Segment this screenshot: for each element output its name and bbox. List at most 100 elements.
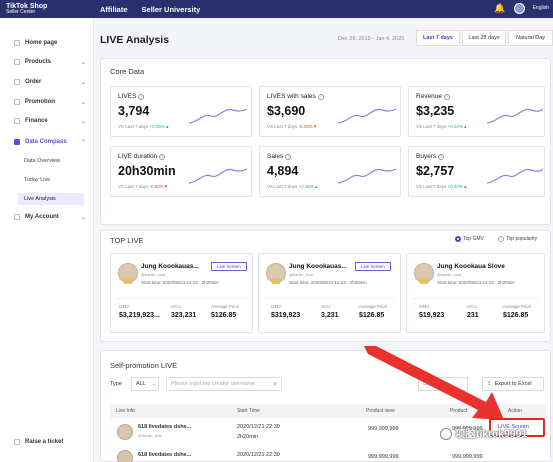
trend-sparkline [338, 108, 396, 124]
sidebar-item-finance[interactable]: Finance ⌄ [14, 114, 88, 128]
row-duration: 2h20min [237, 434, 259, 440]
page-title: LIVE Analysis [100, 34, 170, 46]
row-handle: @tianlin_hosi [138, 433, 163, 438]
row-product: 999,999,999 [452, 454, 483, 460]
range-last-7-days[interactable]: Last 7 days [416, 30, 460, 46]
stat-value: $126.85 [503, 312, 529, 319]
range-natural-day[interactable]: Natural Day [508, 30, 553, 46]
avatar [117, 424, 133, 440]
language-selector[interactable]: English [532, 5, 549, 11]
duration: 2h20min [349, 280, 367, 285]
help-icon[interactable]: ? [438, 154, 445, 160]
sidebar: Home page Products ⌄ Order ⌄ Promotion ⌄ Fi… [0, 18, 94, 462]
chevron-down-icon: ⌄ [80, 118, 86, 125]
start-time: Start time: 2020/06/21 12:23 2h20min [141, 280, 219, 285]
arrow-up-icon: ▲ [462, 184, 468, 189]
metric-card: LIVES with sales? $3,690 VS Last 7 days … [259, 86, 401, 137]
range-last-28-days[interactable]: Last 28 days [462, 30, 506, 46]
bell-icon[interactable]: 🔔 [493, 3, 506, 13]
avatar [117, 450, 133, 462]
download-icon: ▭ [423, 381, 429, 387]
start-time: Start time: 2020/06/21 12:23 2h20min [289, 280, 367, 285]
sidebar-item-label: Promotion [25, 99, 55, 105]
top-live-item[interactable]: Jung Koookauas... @tianlin_hosi Start ti… [258, 253, 401, 333]
stat-value: 231 [467, 312, 479, 319]
avatar[interactable] [513, 2, 525, 14]
creator-search-input[interactable]: Please input the creator username ⌕ [166, 377, 282, 391]
stat-acu: ACU 3,231 [321, 304, 339, 319]
compare-value: +0.02% [447, 124, 463, 129]
metric-label: Buyers [416, 153, 437, 160]
type-label: Type [110, 381, 122, 387]
raise-ticket-link[interactable]: Raise a ticket [14, 439, 63, 445]
stat-acu: ACU 323,231 [171, 304, 196, 319]
stat-label: Average Price [359, 304, 388, 309]
avatar [118, 263, 138, 284]
help-icon[interactable]: ? [159, 154, 166, 160]
compare-label: VS Last 7 days [118, 124, 149, 129]
raise-ticket-label: Raise a ticket [25, 439, 64, 445]
metric-compare: VS Last 7 days +0.02%▲ [416, 124, 467, 129]
live-screen-link[interactable]: LIVE Screen [498, 424, 529, 430]
search-icon[interactable]: ⌕ [273, 380, 277, 387]
arrow-up-icon: ▲ [462, 124, 468, 129]
sidebar-subitem-today-live[interactable]: Today Live [24, 177, 51, 183]
sidebar-item-data-compass[interactable]: Data Compass ⌃ [14, 135, 88, 149]
radio-icon [498, 236, 504, 242]
core-data-card [100, 58, 551, 225]
top-live-item[interactable]: Jung Koookauas... @tianlin_hosi Start ti… [110, 253, 253, 333]
top-nav: TikTok Shop Seller Center Affiliate Sell… [0, 0, 553, 18]
sidebar-item-label: Home page [25, 40, 58, 46]
nav-link-affiliate[interactable]: Affiliate [100, 4, 128, 14]
arrow-down-icon: ▼ [312, 124, 318, 129]
arrow-up-icon: ▲ [164, 124, 170, 129]
sidebar-item-home-page[interactable]: Home page [14, 36, 88, 50]
sidebar-item-order[interactable]: Order ⌄ [14, 75, 88, 89]
creator-name: Jung Koookauas... [289, 263, 347, 270]
column-header: Live Info [116, 408, 135, 414]
nav-link-seller-university[interactable]: Seller University [141, 4, 201, 14]
sidebar-subitem-data-overview[interactable]: Data Overview [24, 158, 61, 164]
divider [117, 298, 246, 299]
metric-label: Revenue [416, 93, 443, 100]
metric-card: Revenue? $3,235 VS Last 7 days +0.02%▲ [408, 86, 545, 137]
sidebar-item-my-account[interactable]: My Account ⌄ [14, 210, 88, 224]
row-product-view: 999,999,999 [368, 426, 399, 432]
help-icon[interactable]: ? [138, 94, 145, 100]
sidebar-item-promotion[interactable]: Promotion ⌄ [14, 95, 88, 109]
sort-top-gmv[interactable]: Top GMV [455, 236, 484, 242]
sort-top-popularity[interactable]: Top popularity [498, 236, 537, 242]
sidebar-item-products[interactable]: Products ⌄ [14, 55, 88, 69]
stat-gmv: GMV $319,923 [271, 304, 300, 319]
live-screen-button[interactable]: Live Screen [211, 262, 247, 271]
sidebar-subitem-live-analysis[interactable]: Live Analysis [18, 193, 84, 205]
compare-value: -0.90% [149, 184, 164, 189]
help-icon[interactable]: ? [317, 94, 324, 100]
help-icon[interactable]: ? [444, 94, 451, 100]
start-time-text: Start time: 2020/06/21 12:23 [289, 280, 346, 285]
start-time-text: Start time: 2020/06/21 12:23 [141, 280, 198, 285]
metric-label: LIVES [118, 93, 137, 100]
sidebar-item-label: Products [25, 59, 52, 65]
radio-checked-icon [455, 236, 461, 242]
column-header: Start Time [237, 408, 260, 414]
creator-handle: @tianlin_hosi [289, 272, 314, 277]
help-icon[interactable]: ? [285, 154, 292, 160]
finance-icon [14, 118, 20, 124]
top-live-item[interactable]: Jung Koookaua Slove @tianlin_hosi Start … [406, 253, 545, 333]
metric-value: $3,690 [267, 104, 306, 118]
divider [265, 298, 394, 299]
export-excel-button[interactable]: ⇪ Export to Excel [482, 377, 544, 391]
stat-label: ACU [171, 304, 181, 309]
metric-value: 20h30min [118, 164, 176, 178]
type-select[interactable]: ALL ⌄ [131, 377, 159, 391]
compare-value: -0.38% [298, 124, 313, 129]
stat-value: $19,923 [419, 312, 445, 319]
account-icon [14, 214, 20, 220]
live-screen-button[interactable]: Live Screen [355, 262, 391, 271]
divider [413, 298, 538, 299]
logo[interactable]: TikTok Shop Seller Center [6, 3, 86, 15]
order-icon [14, 79, 20, 85]
compare-label: VS Last 7 days [416, 124, 447, 129]
watermark: 项脑tiktok9991 [440, 426, 527, 441]
